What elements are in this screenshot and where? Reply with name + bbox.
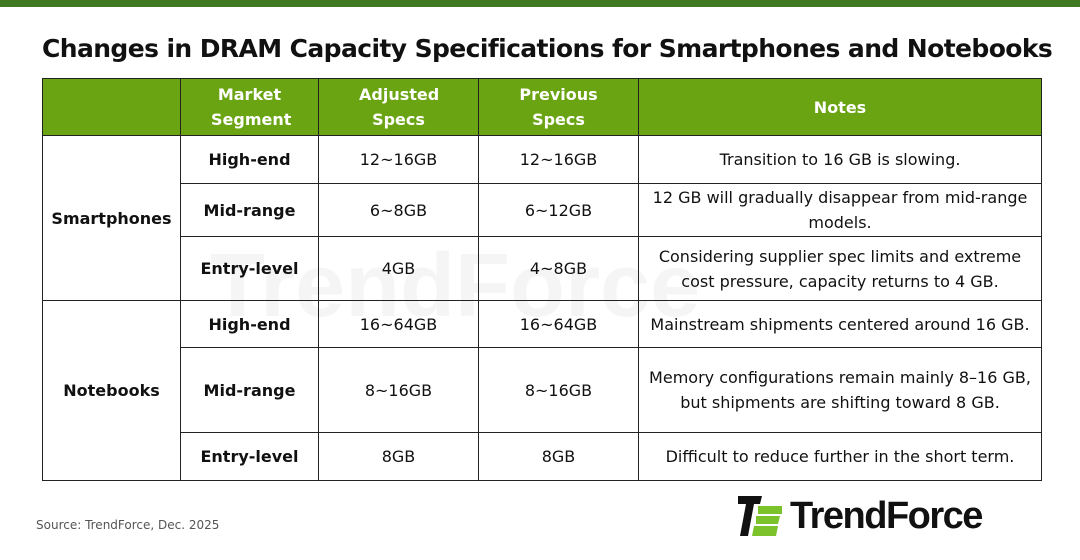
previous-cell: 16~64GB: [478, 300, 639, 348]
header-adjusted: Adjusted Specs: [318, 78, 479, 136]
notes-cell: 12 GB will gradually disappear from mid-…: [638, 183, 1042, 237]
segment-cell: Mid-range: [180, 183, 319, 237]
previous-cell: 12~16GB: [478, 135, 639, 184]
table-row: Entry-level 8GB 8GB Difficult to reduce fur…: [43, 432, 1042, 481]
adjusted-cell: 6~8GB: [318, 183, 479, 237]
table-row: Notebooks High-end 16~64GB 16~64GB Mainstrea…: [42, 300, 1042, 481]
header-group: [42, 78, 181, 136]
logo-text: TrendForce: [790, 494, 983, 537]
previous-cell: 8~16GB: [478, 347, 639, 433]
source-note: Source: TrendForce, Dec. 2025: [36, 518, 220, 532]
header-segment: Market Segment: [180, 78, 319, 136]
segment-cell: High-end: [180, 135, 319, 184]
spec-table: Market Segment Adjusted Specs Previous S…: [42, 78, 1042, 481]
table-row: Mid-range 6~8GB 6~12GB 12 GB will gradually…: [43, 183, 1042, 237]
group-cell: Notebooks: [42, 300, 181, 481]
notes-cell: Memory configurations remain mainly 8–16…: [638, 347, 1042, 433]
top-bar: [0, 0, 1080, 7]
segment-cell: Entry-level: [180, 236, 319, 301]
table-row: Mid-range 8~16GB 8~16GB Memory configuratio…: [43, 347, 1042, 433]
notes-cell: Transition to 16 GB is slowing.: [638, 135, 1042, 184]
table-header-row: Market Segment Adjusted Specs Previous S…: [42, 78, 1042, 136]
adjusted-cell: 16~64GB: [318, 300, 479, 348]
header-notes: Notes: [638, 78, 1042, 136]
notes-cell: Difficult to reduce further in the short…: [638, 432, 1042, 481]
previous-cell: 4~8GB: [478, 236, 639, 301]
trendforce-logo: TrendForce: [738, 494, 983, 538]
table-row: Smartphones High-end 12~16GB 12~16GB Transit…: [42, 135, 1042, 301]
adjusted-cell: 8GB: [318, 432, 479, 481]
adjusted-cell: 8~16GB: [318, 347, 479, 433]
page-title: Changes in DRAM Capacity Specifications …: [42, 34, 1053, 63]
segment-cell: Entry-level: [180, 432, 319, 481]
trendforce-logo-icon: [738, 496, 782, 536]
notes-cell: Considering supplier spec limits and ext…: [638, 236, 1042, 301]
segment-cell: High-end: [180, 300, 319, 348]
header-previous: Previous Specs: [478, 78, 639, 136]
notes-cell: Mainstream shipments centered around 16 …: [638, 300, 1042, 348]
segment-cell: Mid-range: [180, 347, 319, 433]
previous-cell: 6~12GB: [478, 183, 639, 237]
previous-cell: 8GB: [478, 432, 639, 481]
adjusted-cell: 4GB: [318, 236, 479, 301]
adjusted-cell: 12~16GB: [318, 135, 479, 184]
table-row: Entry-level 4GB 4~8GB Considering supplier …: [43, 236, 1042, 301]
group-cell: Smartphones: [42, 135, 181, 301]
